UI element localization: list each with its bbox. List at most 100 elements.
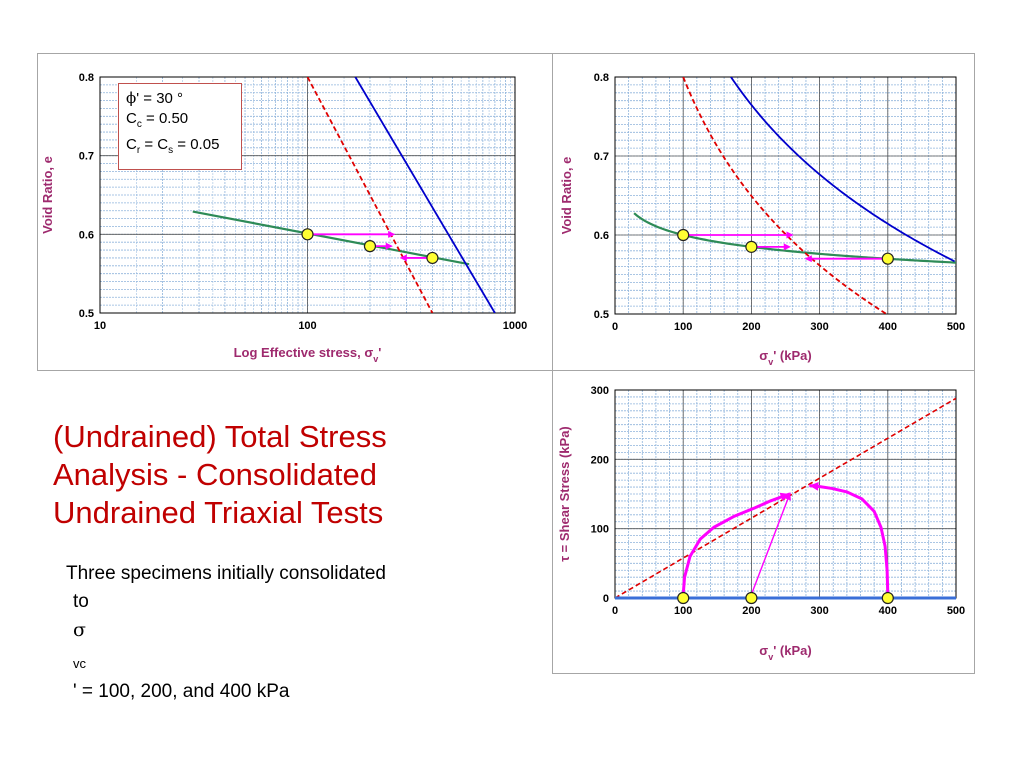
slide-title-line-1: (Undrained) Total Stress — [53, 419, 387, 454]
stress-path-line — [750, 492, 791, 595]
arrow-head — [784, 492, 791, 501]
specimen-marker — [677, 228, 690, 242]
y-axis-label: τ = Shear Stress (kPa) — [557, 426, 572, 562]
specimen-marker — [745, 591, 758, 605]
y-tick-label: 0.8 — [594, 72, 609, 84]
specimen-marker — [426, 251, 439, 265]
y-tick-label: 0.6 — [79, 229, 94, 241]
linear-chart-panel: 0 100 200 300 400 500 0.5 0.6 0.7 0.8 σv' (kPa) Voi… — [552, 53, 975, 371]
x-label-xlabel-sub: v — [768, 652, 773, 662]
arrow-head — [804, 255, 812, 263]
desc-prefix: to — [73, 591, 89, 612]
specimen-marker — [301, 228, 314, 241]
specimen-marker — [881, 591, 894, 605]
arrow-head — [786, 231, 794, 239]
x-axis-label: σv' (kPa) — [759, 643, 811, 662]
legend-cr: Cr = Cs = 0.05 — [126, 135, 234, 161]
semilog-chart: 10 100 1000 0.5 0.6 0.7 0.8 Log Effective stres… — [40, 72, 527, 364]
red-dash-series-line — [682, 77, 889, 314]
x-label-xlabel: Log Effective stress, — [234, 345, 365, 360]
slide-title: (Undrained) Total Stress Analysis - Cons… — [53, 418, 493, 532]
specimen-marker — [745, 240, 758, 253]
legend-cs-sub: s — [168, 145, 174, 156]
semilog-chart-panel: 10 100 1000 0.5 0.6 0.7 0.8 Log Effective stres… — [37, 53, 553, 371]
y-tick-label: 0.5 — [594, 309, 609, 321]
x-tick-label: 400 — [879, 321, 897, 333]
legend-phi-text: ' = 30 ° — [136, 90, 184, 107]
blue-series-line — [354, 77, 496, 313]
y-axis-label: Void Ratio, e — [559, 157, 574, 235]
legend-cc-main: C — [126, 110, 137, 127]
desc-suffix: ' = 100, 200, and 400 kPa — [73, 680, 290, 702]
arrow-head — [385, 242, 393, 250]
x-axis-label: σv' (kPa) — [759, 348, 811, 367]
slide-description: Three specimens initially consolidated t… — [66, 560, 506, 706]
desc-line-1: Three specimens initially consolidated — [66, 563, 386, 584]
stress-path-line — [809, 484, 890, 595]
x-tick-label: 500 — [947, 605, 965, 617]
legend-cr-mid: = C — [140, 136, 169, 153]
x-tick-label: 300 — [810, 321, 828, 333]
y-tick-label: 0.5 — [79, 308, 94, 320]
slide-title-line-2: Analysis - Consolidated — [53, 457, 377, 492]
x-tick-label: 400 — [879, 605, 897, 617]
x-tick-label: 200 — [742, 605, 760, 617]
arrow-head — [783, 243, 791, 251]
desc-line-2: to σ vc ' = 100, 200, and 400 kPa — [66, 588, 506, 706]
failure-envelope-line — [615, 397, 956, 598]
y-tick-label: 100 — [591, 524, 609, 536]
x-tick-label: 500 — [947, 321, 965, 333]
desc-sub: vc — [73, 655, 86, 671]
plot-area — [192, 77, 496, 313]
x-axis-label: Log Effective stress, σv' — [234, 345, 382, 364]
legend-cr-value: = 0.05 — [173, 136, 220, 153]
plot-area — [615, 397, 956, 598]
stress-path-chart: 0 100 200 300 400 500 0 100 200 300 σv' (kPa) τ = S… — [557, 385, 965, 662]
x-tick-label: 0 — [612, 321, 618, 333]
x-label-xlabel-sub: v — [768, 357, 773, 367]
stress-path-chart-panel: 0 100 200 300 400 500 0 100 200 300 σv' (kPa) τ = S… — [552, 370, 975, 674]
grid — [614, 76, 957, 315]
x-tick-label: 100 — [674, 321, 692, 333]
specimen-marker — [881, 252, 894, 265]
plot-frame — [614, 76, 957, 315]
stress-path-line — [681, 492, 791, 595]
y-axis-label: Void Ratio, e — [40, 156, 55, 234]
y-tick-label: 0 — [603, 593, 609, 605]
green-series-line — [192, 210, 470, 266]
x-tick-label: 0 — [612, 605, 618, 617]
desc-sigma-symbol: σ — [73, 619, 86, 641]
legend-cc-value: = 0.50 — [141, 110, 189, 127]
parameters-legend: ϕ' = 30 ° Cc = 0.50 Cr = Cs = 0.05 — [118, 83, 242, 170]
x-tick-label: 100 — [298, 320, 316, 332]
legend-phi-symbol: ϕ — [126, 89, 137, 107]
x-tick-label: 10 — [94, 320, 106, 332]
arrow-head — [399, 254, 407, 262]
legend-cr-main: C — [126, 136, 137, 153]
x-label-xlabel-sym: σ — [364, 345, 373, 360]
x-label-xlabel-sub: v — [373, 354, 378, 364]
legend-cr-sub: r — [136, 145, 141, 156]
legend-cc-sub: c — [136, 119, 142, 130]
x-label-xlabel-end: ' — [378, 345, 381, 360]
specimen-marker — [363, 240, 377, 253]
x-label-xlabel-sym: σ — [759, 643, 768, 658]
blue-series-line — [730, 77, 956, 263]
x-label-xlabel-end: ' (kPa) — [773, 643, 812, 658]
y-tick-label: 0.7 — [79, 151, 94, 163]
x-tick-label: 200 — [742, 321, 760, 333]
y-tick-label: 200 — [591, 454, 609, 466]
legend-phi: ϕ' = 30 ° — [126, 88, 234, 109]
y-tick-label: 300 — [591, 385, 609, 397]
slide-title-line-3: Undrained Triaxial Tests — [53, 495, 384, 530]
plot-area — [633, 77, 956, 314]
arrow-head — [779, 492, 790, 502]
x-tick-label: 100 — [674, 605, 692, 617]
y-tick-label: 0.7 — [594, 151, 609, 163]
y-tick-label: 0.8 — [79, 72, 94, 84]
specimen-marker — [677, 591, 690, 605]
legend-cc: Cc = 0.50 — [126, 109, 234, 135]
linear-void-ratio-chart: 0 100 200 300 400 500 0.5 0.6 0.7 0.8 σv' (kPa) Voi… — [559, 72, 965, 367]
red-dash-series-line — [306, 77, 434, 313]
x-label-xlabel-sym: σ — [759, 348, 768, 363]
